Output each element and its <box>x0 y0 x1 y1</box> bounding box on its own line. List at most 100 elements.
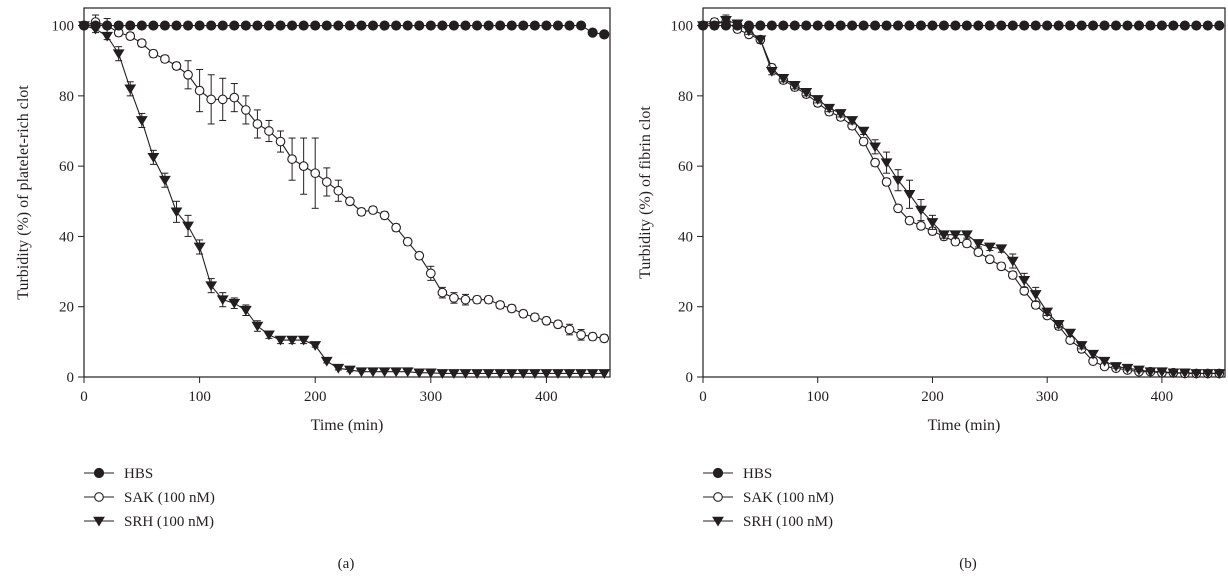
data-point <box>102 20 113 31</box>
data-point <box>973 247 984 258</box>
data-point <box>972 239 985 249</box>
data-point <box>518 308 529 319</box>
data-point <box>801 20 812 31</box>
data-point <box>1042 20 1053 31</box>
legend-marker <box>94 492 104 502</box>
data-point <box>528 369 541 379</box>
data-point <box>286 335 298 346</box>
data-point <box>835 20 846 31</box>
y-tick-label: 60 <box>678 159 693 175</box>
data-point <box>148 20 159 31</box>
data-point <box>367 367 379 378</box>
data-point <box>321 177 332 187</box>
data-point <box>402 236 413 247</box>
data-point <box>321 20 332 31</box>
data-point <box>754 35 767 46</box>
data-point <box>720 20 732 31</box>
data-point <box>960 230 973 241</box>
data-point <box>1075 341 1088 351</box>
data-point <box>414 20 425 31</box>
data-point <box>183 69 193 80</box>
data-point <box>240 105 251 115</box>
panel-label: (b) <box>959 556 977 572</box>
data-point <box>1178 368 1191 379</box>
series-line <box>703 19 1220 375</box>
data-point <box>541 20 552 31</box>
data-point <box>553 319 563 330</box>
data-point <box>506 20 517 31</box>
data-point <box>973 20 984 31</box>
data-point <box>938 230 950 241</box>
data-point <box>333 20 344 31</box>
data-point <box>217 20 228 31</box>
data-point <box>170 207 183 218</box>
data-point <box>1144 367 1157 378</box>
data-point <box>391 222 401 233</box>
data-point <box>811 95 824 105</box>
data-point <box>367 20 379 31</box>
plot-frame <box>702 7 1226 378</box>
data-point <box>310 20 321 31</box>
x-tick-label: 300 <box>420 389 443 405</box>
data-point <box>517 369 530 379</box>
data-point <box>552 20 564 31</box>
y-tick-label: 0 <box>686 370 694 386</box>
data-point <box>926 218 939 228</box>
data-point <box>160 54 170 64</box>
data-point <box>1145 20 1156 31</box>
y-axis-label: Turbidity (%) of fibrin clot <box>637 106 654 279</box>
data-point <box>495 20 506 31</box>
data-point <box>298 20 309 31</box>
x-tick-label: 200 <box>304 389 327 405</box>
data-point <box>996 261 1007 272</box>
data-point <box>252 20 263 31</box>
data-point <box>275 20 286 31</box>
data-point <box>263 20 275 31</box>
data-point <box>1110 362 1122 372</box>
data-point <box>857 126 870 137</box>
data-point <box>194 20 205 31</box>
data-point <box>287 154 297 164</box>
data-point <box>1155 367 1168 378</box>
data-point <box>344 20 355 31</box>
data-point <box>892 175 904 186</box>
data-point <box>459 369 472 379</box>
data-point <box>938 20 950 31</box>
data-point <box>506 303 517 314</box>
data-point <box>1041 307 1054 318</box>
data-point <box>858 20 869 31</box>
data-point <box>505 369 518 379</box>
data-point <box>90 20 101 31</box>
data-point <box>483 20 494 31</box>
data-point <box>1007 270 1018 280</box>
y-axis-label: Turbidity (%) of platelet-rich clot <box>15 85 32 300</box>
data-point <box>1168 20 1179 31</box>
data-point <box>766 20 777 31</box>
data-point <box>345 196 355 207</box>
legend-marker <box>93 516 105 527</box>
data-point <box>892 20 904 31</box>
legend-label: SRH (100 nM) <box>743 514 833 530</box>
data-point <box>1202 20 1213 31</box>
data-point <box>755 20 766 31</box>
y-tick-label: 80 <box>59 89 74 105</box>
x-tick-label: 400 <box>535 389 558 405</box>
data-point <box>962 238 972 249</box>
data-point <box>125 20 136 31</box>
data-point <box>494 369 507 379</box>
data-point <box>949 230 962 241</box>
data-point <box>984 254 995 265</box>
data-point <box>1201 369 1214 379</box>
data-point <box>171 61 182 71</box>
data-point <box>599 29 610 40</box>
data-point <box>1133 365 1145 376</box>
data-point <box>471 369 483 379</box>
data-point <box>586 369 599 379</box>
data-point <box>356 206 367 217</box>
data-point <box>575 20 587 31</box>
y-tick-label: 60 <box>59 159 74 175</box>
data-point <box>482 369 495 379</box>
data-point <box>869 20 881 31</box>
x-axis-label: Time (min) <box>311 417 384 434</box>
data-point <box>1179 20 1190 31</box>
